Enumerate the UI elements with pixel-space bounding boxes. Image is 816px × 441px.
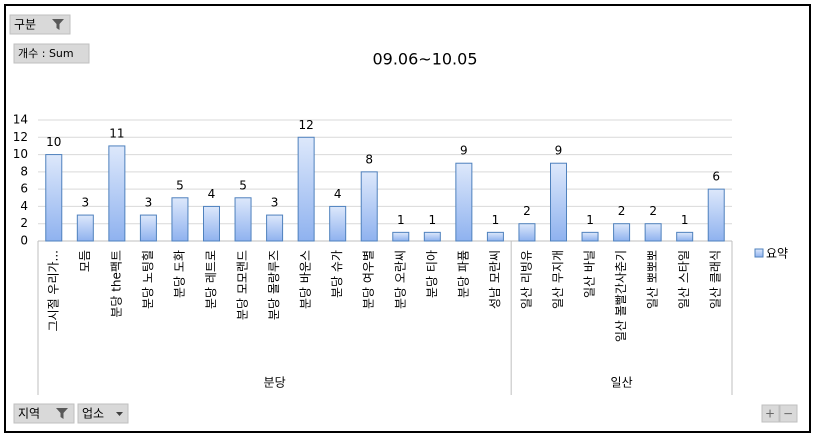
data-label: 9: [555, 144, 563, 158]
bar: [455, 162, 473, 242]
bar: [392, 231, 410, 242]
data-label: 3: [271, 196, 279, 210]
category-filter-button[interactable]: 구분: [9, 14, 71, 35]
y-tick-label: 4: [20, 199, 28, 213]
bar: [644, 223, 662, 242]
x-tick-label: 일산 무지개: [551, 250, 565, 309]
y-tick-label: 2: [20, 216, 28, 230]
data-label: 12: [298, 118, 313, 132]
data-label: 3: [81, 196, 89, 210]
x-tick-label: 분당 몰랑루즈: [267, 250, 281, 320]
button-label: +: [765, 407, 775, 421]
y-tick-label: 6: [20, 182, 28, 196]
data-label: 11: [109, 126, 124, 140]
x-tick-label: 분당 슈가: [330, 250, 344, 298]
bar: [518, 223, 536, 242]
data-label: 5: [176, 178, 184, 192]
data-label: 1: [397, 213, 405, 227]
bar: [203, 205, 220, 242]
button-label: −: [783, 407, 793, 421]
x-tick-label: 일산 클래식: [709, 250, 723, 309]
x-tick-label: 분당 레트로: [204, 250, 218, 309]
x-tick-label: 일산 스타일: [677, 250, 691, 309]
data-label: 5: [239, 178, 247, 192]
data-label: 1: [492, 213, 500, 227]
value-field-button[interactable]: 개수 : Sum: [13, 43, 90, 64]
expand-button[interactable]: +: [761, 404, 780, 423]
collapse-button[interactable]: −: [779, 404, 798, 423]
bar: [676, 231, 694, 242]
y-tick-label: 0: [20, 234, 28, 248]
button-label: 개수 : Sum: [18, 47, 74, 60]
x-tick-label: 분당 파퓸: [456, 250, 470, 298]
group-label: 분당: [264, 376, 286, 390]
y-tick-label: 14: [13, 113, 28, 127]
x-tick-label: 분당 도화: [172, 250, 186, 298]
chart-border: [4, 4, 811, 433]
bar: [613, 223, 631, 242]
button-label: 업소: [82, 407, 104, 421]
y-tick-label: 12: [13, 130, 28, 144]
data-label: 1: [428, 213, 436, 227]
x-tick-label: 분당 모모랜드: [236, 250, 250, 320]
bar: [108, 145, 126, 242]
x-tick-label: 일산 뽀뽀뽀: [646, 250, 660, 309]
data-label: 4: [334, 187, 342, 201]
bar: [171, 197, 189, 242]
x-tick-label: 분당 여우별: [362, 250, 376, 309]
x-tick-label: 분당 오란씨: [393, 250, 407, 309]
bar: [45, 154, 63, 242]
data-label: 3: [145, 196, 153, 210]
x-tick-label: 분당 바운스: [299, 250, 313, 309]
bar: [234, 197, 252, 242]
bar: [707, 188, 725, 242]
x-tick-label: 분당 티아: [425, 250, 439, 298]
x-tick-label: 일산 바닐: [583, 250, 597, 298]
data-label: 4: [208, 187, 216, 201]
bar: [266, 214, 284, 242]
legend-swatch: [754, 248, 764, 258]
bar: [329, 205, 347, 242]
x-tick-label: 분당 the팩트: [109, 250, 123, 318]
x-tick-label: 성남 모란씨: [488, 250, 502, 309]
bar: [297, 136, 315, 242]
bar: [581, 231, 599, 242]
group-label: 일산: [611, 376, 633, 390]
x-tick-label: 모듬: [78, 250, 92, 272]
data-label: 9: [460, 144, 468, 158]
data-label: 2: [618, 204, 626, 218]
bar: [76, 214, 94, 242]
y-tick-label: 8: [20, 164, 28, 178]
x-tick-label: 일산 볼빨간사춘기: [614, 250, 628, 342]
bar: [360, 171, 378, 242]
x-tick-label: 그시절 우리가...: [46, 250, 60, 332]
data-label: 2: [649, 204, 657, 218]
button-label: 구분: [14, 18, 36, 32]
y-tick-label: 10: [13, 147, 28, 161]
legend-label: 요약: [766, 246, 788, 261]
data-label: 2: [523, 204, 531, 218]
bar: [423, 231, 441, 242]
x-tick-label: 일산 리빙유: [519, 250, 533, 309]
bar: [486, 231, 504, 242]
data-label: 10: [46, 135, 61, 149]
data-label: 6: [712, 170, 720, 184]
bar: [139, 214, 157, 242]
button-label: 지역: [18, 407, 40, 421]
data-label: 1: [586, 213, 594, 227]
venue-filter-button[interactable]: 업소: [77, 403, 129, 424]
chart-title: 09.06~10.05: [372, 50, 477, 69]
data-label: 8: [365, 152, 373, 166]
region-filter-button[interactable]: 지역: [13, 403, 75, 424]
x-tick-label: 분당 노팅힐: [141, 250, 155, 309]
data-label: 1: [681, 213, 689, 227]
bar: [550, 162, 567, 242]
